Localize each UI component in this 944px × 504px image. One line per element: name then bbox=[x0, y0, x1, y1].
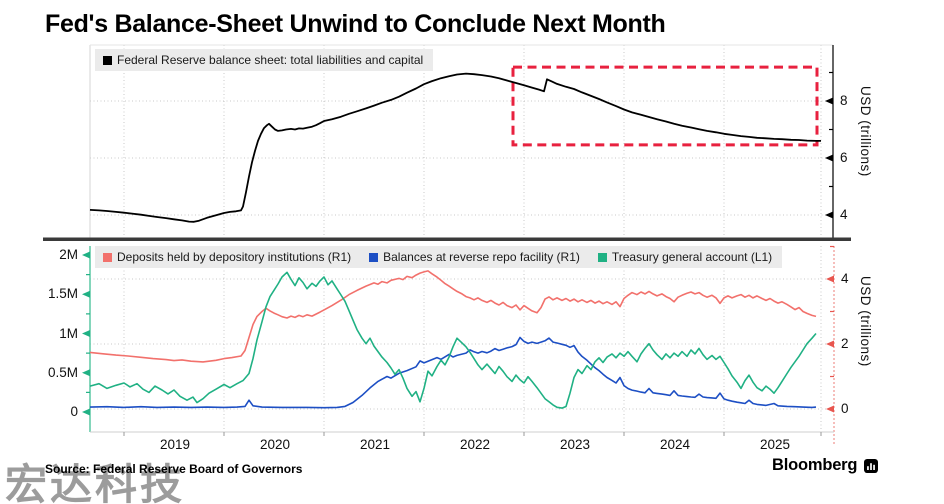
bottom-left-y-tick-label: 0.5M bbox=[47, 364, 78, 380]
top-chart-legend: Federal Reserve balance sheet: total lia… bbox=[95, 49, 434, 71]
legend-item-reverse-repo: Balances at reverse repo facility (R1) bbox=[369, 250, 580, 264]
axis-tick-arrow bbox=[82, 251, 90, 259]
deposits-legend-swatch bbox=[103, 252, 112, 262]
x-axis-year-label: 2019 bbox=[159, 437, 191, 452]
bottom-right-y-tick-label: 0 bbox=[841, 401, 849, 416]
x-axis-year-label: 2021 bbox=[359, 437, 391, 452]
balance-sheet-line bbox=[89, 72, 821, 223]
bloomberg-brand: Bloomberg bbox=[772, 456, 879, 475]
x-axis-year-label: 2023 bbox=[559, 437, 591, 452]
bottom-left-y-tick-label: 0 bbox=[70, 404, 78, 419]
top-y-tick-label: 4 bbox=[840, 207, 848, 222]
top-y-axis-title: USD (trillions) bbox=[858, 86, 873, 177]
bottom-y-axis-title: USD (trillions) bbox=[858, 276, 873, 367]
highlight-box bbox=[511, 65, 819, 147]
axis-tick-arrow bbox=[825, 154, 833, 162]
legend-item-deposits: Deposits held by depository institutions… bbox=[103, 250, 351, 264]
bottom-left-y-tick-label: 1.5M bbox=[47, 286, 78, 302]
x-axis-year-label: 2024 bbox=[659, 437, 691, 452]
axis-tick-arrow bbox=[82, 290, 90, 298]
legend-item-tga: Treasury general account (L1) bbox=[597, 250, 773, 264]
bar-chart-logo-icon bbox=[864, 458, 879, 473]
reverse-repo-legend-label: Balances at reverse repo facility (R1) bbox=[383, 250, 580, 264]
axis-tick-arrow bbox=[826, 340, 834, 348]
deposits-line bbox=[89, 270, 817, 363]
bottom-left-y-tick-label: 1M bbox=[59, 325, 78, 341]
axis-tick-arrow bbox=[82, 408, 90, 416]
axis-tick-arrow bbox=[826, 275, 834, 283]
axis-tick-arrow bbox=[82, 369, 90, 377]
balance-sheet-legend-label: Federal Reserve balance sheet: total lia… bbox=[117, 53, 424, 67]
axes bbox=[82, 44, 835, 446]
bottom-left-y-tick-label: 2M bbox=[59, 247, 78, 262]
axis-tick-arrow bbox=[82, 330, 90, 337]
reverse-repo-line bbox=[89, 336, 817, 409]
x-axis-year-label: 2022 bbox=[459, 437, 491, 452]
panel-divider bbox=[43, 237, 851, 241]
axis-tick-arrow bbox=[825, 211, 833, 219]
watermark: 宏达科技 bbox=[5, 461, 186, 504]
top-y-tick-label: 6 bbox=[840, 150, 848, 165]
bloomberg-logo-text: Bloomberg bbox=[772, 456, 858, 474]
reverse-repo-legend-swatch bbox=[369, 252, 379, 262]
balance-sheet-legend-swatch bbox=[103, 55, 112, 65]
top-y-tick-label: 8 bbox=[840, 93, 848, 108]
tga-legend-swatch bbox=[597, 252, 607, 262]
axis-tick-arrow bbox=[826, 405, 834, 413]
deposits-legend-label: Deposits held by depository institutions… bbox=[117, 250, 352, 264]
axis-tick-arrow bbox=[825, 97, 833, 105]
bottom-right-y-tick-label: 4 bbox=[841, 271, 849, 286]
x-axis-year-label: 2025 bbox=[759, 437, 791, 452]
bottom-right-y-tick-label: 2 bbox=[841, 336, 849, 351]
gridlines bbox=[90, 45, 834, 432]
tga-legend-label: Treasury general account (L1) bbox=[611, 250, 773, 264]
x-axis-year-label: 2020 bbox=[259, 437, 291, 452]
bottom-chart-legend: Deposits held by depository institutions… bbox=[95, 246, 783, 268]
tga-line bbox=[89, 271, 817, 409]
page-title: Fed's Balance-Sheet Unwind to Conclude N… bbox=[45, 10, 666, 38]
source-note: Source: Federal Reserve Board of Governo… bbox=[45, 462, 303, 476]
